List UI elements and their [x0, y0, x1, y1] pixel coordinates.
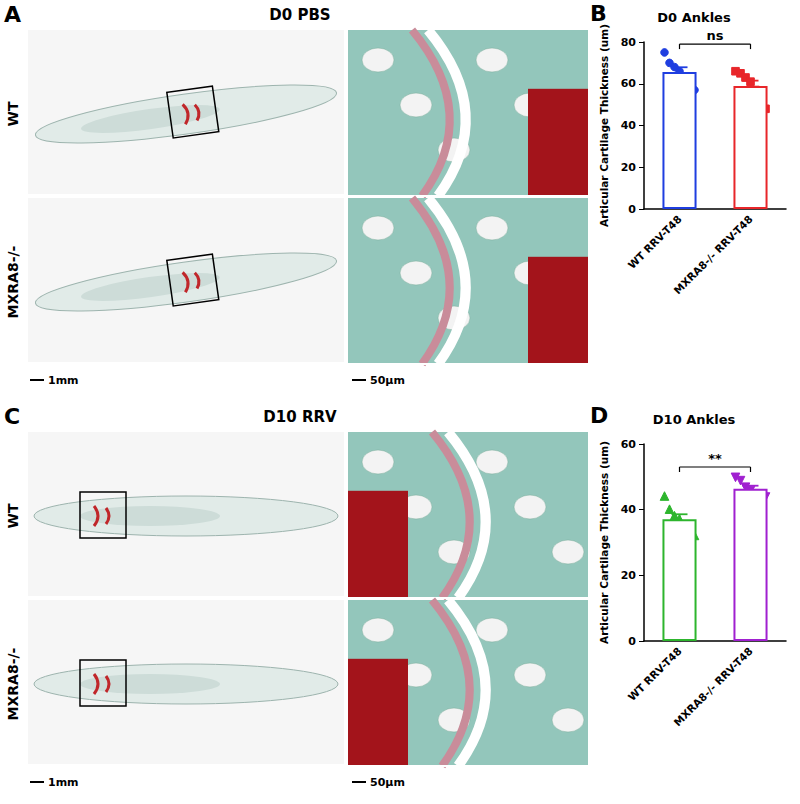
svg-text:20: 20 — [621, 569, 637, 582]
svg-text:50μm: 50μm — [370, 776, 405, 789]
svg-text:**: ** — [708, 451, 722, 466]
svg-text:20: 20 — [621, 161, 637, 174]
svg-text:Articular Cartilage Thickness: Articular Cartilage Thickness (um) — [598, 441, 610, 644]
svg-text:C: C — [4, 404, 20, 429]
svg-text:D: D — [590, 403, 608, 428]
svg-text:Articular Cartilage Thickness: Articular Cartilage Thickness (um) — [598, 24, 610, 227]
svg-text:D0 Ankles: D0 Ankles — [657, 10, 731, 25]
svg-text:D10 RRV: D10 RRV — [263, 408, 337, 426]
svg-text:0: 0 — [628, 635, 636, 648]
svg-text:1mm: 1mm — [48, 776, 79, 789]
svg-text:WT: WT — [5, 503, 21, 528]
svg-text:50μm: 50μm — [370, 374, 405, 387]
svg-text:60: 60 — [621, 77, 637, 90]
svg-text:1mm: 1mm — [48, 374, 79, 387]
svg-text:0: 0 — [628, 203, 636, 216]
svg-text:MXRA8-/- RRV-T48: MXRA8-/- RRV-T48 — [671, 645, 755, 729]
svg-text:WT RRV-T48: WT RRV-T48 — [625, 645, 683, 703]
svg-text:80: 80 — [621, 36, 637, 49]
svg-text:WT RRV-T48: WT RRV-T48 — [625, 213, 683, 271]
svg-text:B: B — [590, 1, 607, 26]
svg-text:MXRA8-/- RRV-T48: MXRA8-/- RRV-T48 — [671, 213, 755, 297]
svg-text:A: A — [4, 2, 21, 27]
svg-text:60: 60 — [621, 438, 637, 451]
svg-text:MXRA8-/-: MXRA8-/- — [5, 647, 21, 720]
svg-text:D0 PBS: D0 PBS — [269, 6, 330, 24]
svg-text:40: 40 — [621, 503, 637, 516]
svg-text:ns: ns — [707, 28, 724, 43]
svg-text:D10 Ankles: D10 Ankles — [653, 412, 736, 427]
svg-text:WT: WT — [5, 101, 21, 126]
svg-text:MXRA8-/-: MXRA8-/- — [5, 245, 21, 318]
svg-text:40: 40 — [621, 119, 637, 132]
